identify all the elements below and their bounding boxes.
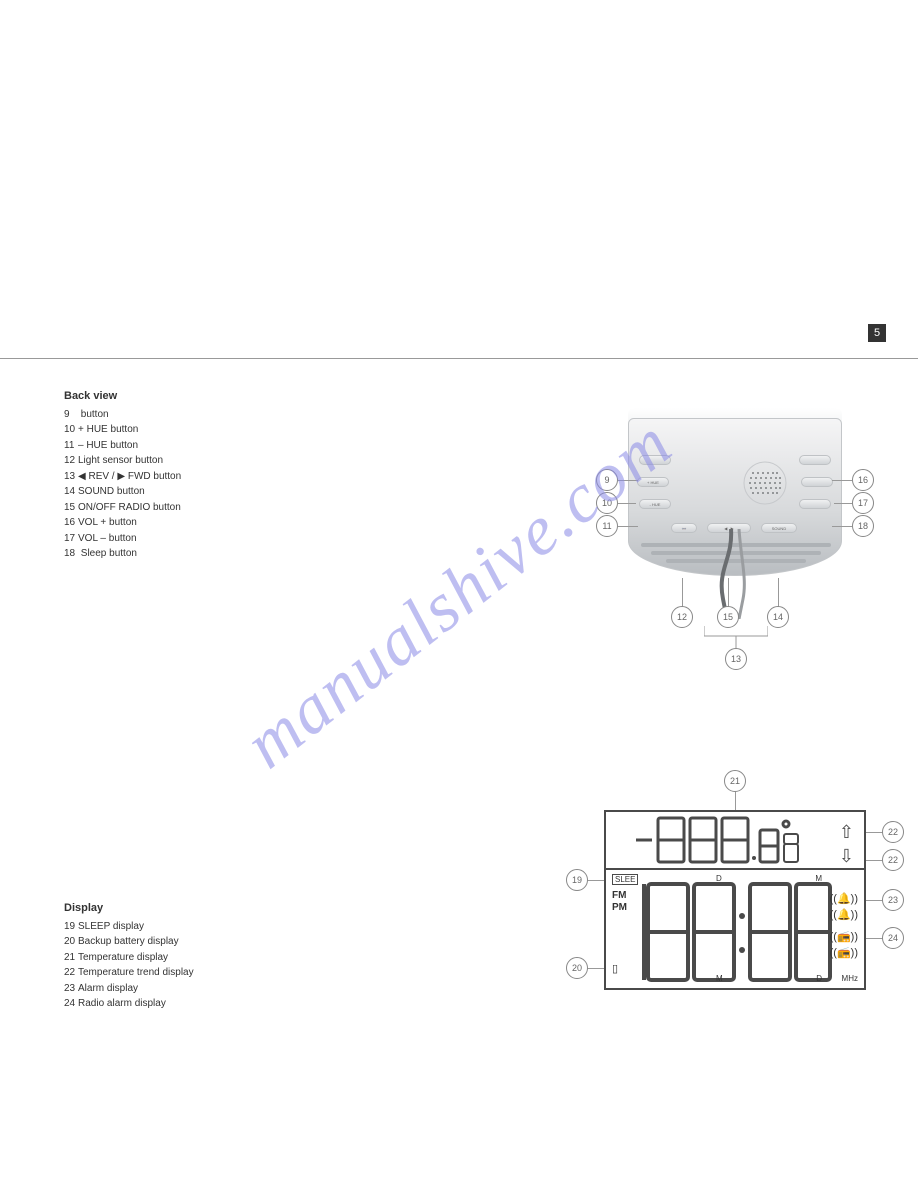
device-button: 👓 xyxy=(671,523,697,533)
lead-line xyxy=(728,578,729,608)
lcd-panel: ⇧ ⇩ SLEE FM PM D M xyxy=(604,810,866,990)
item-label: Radio alarm display xyxy=(78,998,166,1009)
heading-back-view: Back view xyxy=(64,389,564,404)
item-number: 10 xyxy=(64,423,78,437)
power-cable-icon xyxy=(717,529,757,619)
page-number: 5 xyxy=(868,324,886,342)
item-label: button xyxy=(78,409,109,420)
lead-line xyxy=(618,526,638,527)
lead-line xyxy=(735,790,736,812)
time-digits xyxy=(622,878,832,988)
d-label: D xyxy=(816,974,822,983)
item-label: + HUE button xyxy=(78,424,138,435)
trend-up-icon: ⇧ xyxy=(839,822,854,843)
callout-circle: 13 xyxy=(725,648,747,670)
item-number: 14 xyxy=(64,485,78,499)
radio-alarm-icon: ((📻)) xyxy=(830,946,858,959)
item-label: VOL – button xyxy=(78,533,137,544)
item-number: 9 xyxy=(64,408,78,422)
item-label: Backup battery display xyxy=(78,936,179,947)
item-label: Light sensor button xyxy=(78,455,163,466)
device-back-figure: + HUE - HUE 👓 ◀ ▶ SOUND 9 10 11 16 17 18… xyxy=(600,408,870,688)
callout-circle: 10 xyxy=(596,492,618,514)
item-label: SLEEP display xyxy=(78,921,144,932)
item-label: – HUE button xyxy=(78,440,138,451)
lead-line xyxy=(586,968,604,969)
device-body: + HUE - HUE 👓 ◀ ▶ SOUND xyxy=(628,418,842,576)
item-number: 18 xyxy=(64,547,78,561)
speaker-icon xyxy=(743,461,787,505)
mhz-label: MHz xyxy=(842,974,858,983)
item-number: 11 xyxy=(64,439,78,453)
callout-circle: 12 xyxy=(671,606,693,628)
item-number: 17 xyxy=(64,532,78,546)
item-number: 16 xyxy=(64,516,78,530)
callout-circle: 22 xyxy=(882,849,904,871)
radio-alarm-icon: ((📻)) xyxy=(830,930,858,943)
item-label: ON/OFF RADIO button xyxy=(78,502,181,513)
device-button: + HUE xyxy=(637,477,669,487)
text-column: Back view 9 button 10+ HUE button 11– HU… xyxy=(64,375,564,1013)
callout-circle: 22 xyxy=(882,821,904,843)
item-number: 19 xyxy=(64,920,78,934)
callout-circle: 18 xyxy=(852,515,874,537)
item-label: Sleep button xyxy=(78,548,137,559)
callout-circle: 20 xyxy=(566,957,588,979)
item-label: Alarm display xyxy=(78,983,138,994)
item-number: 23 xyxy=(64,982,78,996)
item-number: 20 xyxy=(64,935,78,949)
lcd-divider xyxy=(606,868,864,870)
lead-line xyxy=(778,578,779,608)
device-button xyxy=(801,477,833,487)
lead-line xyxy=(832,480,852,481)
callout-circle: 14 xyxy=(767,606,789,628)
lead-line xyxy=(586,880,604,881)
lead-line xyxy=(832,526,852,527)
item-number: 21 xyxy=(64,951,78,965)
divider xyxy=(0,358,918,359)
item-number: 15 xyxy=(64,501,78,515)
lead-line xyxy=(834,503,852,504)
temp-digits xyxy=(634,814,824,866)
m-label: M xyxy=(716,974,723,983)
trend-down-icon: ⇩ xyxy=(839,846,854,867)
alarm-icon: ((🔔)) xyxy=(830,892,858,905)
callout-circle: 16 xyxy=(852,469,874,491)
callout-circle: 15 xyxy=(717,606,739,628)
callout-circle: 21 xyxy=(724,770,746,792)
lead-line xyxy=(682,578,683,608)
lead-line xyxy=(618,480,638,481)
item-label: VOL + button xyxy=(78,517,137,528)
alarm-icon: ((🔔)) xyxy=(830,908,858,921)
callout-circle: 24 xyxy=(882,927,904,949)
device-button xyxy=(799,455,831,465)
item-label: Temperature trend display xyxy=(78,967,194,978)
device-button: - HUE xyxy=(639,499,671,509)
item-label: SOUND button xyxy=(78,486,145,497)
callout-circle: 17 xyxy=(852,492,874,514)
item-number: 24 xyxy=(64,997,78,1011)
device-button xyxy=(639,455,671,465)
battery-icon: ▯ xyxy=(612,962,618,975)
item-number: 22 xyxy=(64,966,78,980)
lead-line xyxy=(618,503,636,504)
item-number: 12 xyxy=(64,454,78,468)
heading-display: Display xyxy=(64,901,564,916)
device-button: SOUND xyxy=(761,523,797,533)
item-number: 13 xyxy=(64,470,78,484)
lcd-figure: 21 xyxy=(580,780,890,1040)
callout-circle: 23 xyxy=(882,889,904,911)
item-label: Temperature display xyxy=(78,952,168,963)
device-button xyxy=(799,499,831,509)
callout-circle: 9 xyxy=(596,469,618,491)
callout-circle: 11 xyxy=(596,515,618,537)
item-label: ◀ REV / ▶ FWD button xyxy=(78,471,181,482)
callout-circle: 19 xyxy=(566,869,588,891)
